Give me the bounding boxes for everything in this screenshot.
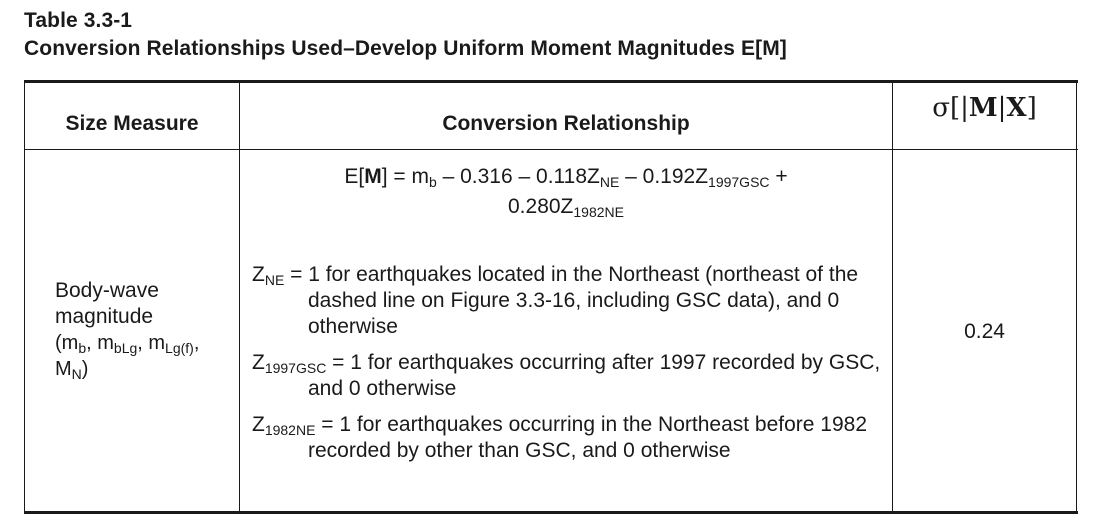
column-divider-left bbox=[24, 80, 25, 514]
table-top-rule bbox=[24, 80, 1078, 83]
header-divider bbox=[24, 149, 1078, 150]
conversion-formula: E[M] = mb – 0.316 – 0.118ZNE – 0.192Z199… bbox=[344, 165, 788, 220]
header-size-measure: Size Measure bbox=[65, 112, 199, 135]
definition-z-1982ne: Z1982NE = 1 for earthquakes occurring in… bbox=[252, 413, 868, 462]
table-number: Table 3.3-1 bbox=[24, 9, 133, 32]
sigma-value: 0.24 bbox=[964, 320, 1005, 343]
column-divider-right bbox=[1076, 80, 1077, 514]
conversion-table: Size Measure Conversion Relationship σ[|… bbox=[24, 80, 1078, 514]
table-caption: Table 3.3-1 Conversion Relationships Use… bbox=[24, 7, 787, 63]
size-measure-cell: Body-wave magnitude (mb, mbLg, mLg(f), MN) bbox=[55, 279, 200, 382]
table-bottom-rule bbox=[24, 511, 1078, 514]
header-conversion-relationship: Conversion Relationship bbox=[442, 112, 690, 135]
definition-z-ne: ZNE = 1 for earthquakes located in the N… bbox=[252, 263, 859, 338]
definition-z-1997gsc: Z1997GSC = 1 for earthquakes occurring a… bbox=[252, 351, 881, 400]
variable-definitions: ZNE = 1 for earthquakes located in the N… bbox=[252, 262, 884, 474]
column-divider-1 bbox=[239, 80, 240, 514]
table-title: Conversion Relationships Used–Develop Un… bbox=[24, 37, 787, 60]
column-divider-2 bbox=[892, 80, 893, 514]
header-sigma: σ[|M|X] bbox=[932, 93, 1037, 123]
